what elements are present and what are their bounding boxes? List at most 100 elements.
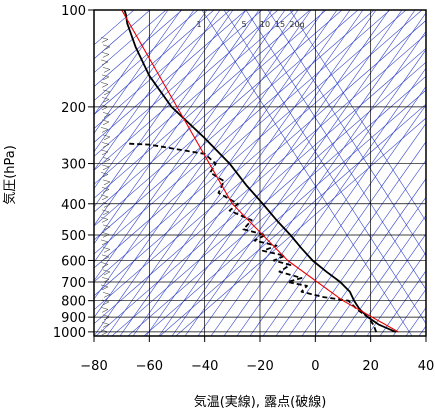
data-series [121,10,399,333]
reference-line [94,10,215,115]
y-tick-label: 200 [61,101,86,116]
wind-barb [101,209,110,216]
x-axis-label: 気温(実線), 露点(破線) [194,394,327,410]
reference-line [94,10,221,190]
reference-line [94,10,279,171]
reference-line [94,10,167,74]
wind-barb [101,164,110,171]
x-tick-label: 0 [311,359,319,374]
reference-line [94,10,247,143]
wind-barb [100,104,109,111]
reference-line [171,10,403,336]
reference-line [94,10,327,213]
wind-barb [102,202,111,208]
x-tick-label: 40 [418,359,435,374]
reference-line [94,10,312,319]
reference-line [175,117,426,336]
wind-barb [102,44,111,51]
reference-line [340,215,426,336]
reference-line [94,10,195,153]
reference-line [94,10,183,88]
reference-line [94,10,359,241]
wind-barb [101,322,110,328]
reference-line [289,10,426,222]
reference-line [288,141,426,336]
wind-barb [100,172,109,178]
y-tick-label: 300 [61,158,86,173]
wind-barb [100,239,109,246]
reference-line [197,12,426,336]
reference-line [94,10,375,255]
parcel-line [121,10,399,333]
reference-line [94,10,391,269]
reference-line [94,10,325,336]
reference-line [158,10,390,336]
grid-lines [94,10,426,336]
wind-barb [100,37,109,43]
y-tick-label: 100 [61,4,86,19]
wind-barbs [100,37,111,336]
reference-line [94,10,407,283]
reference-line [301,159,426,336]
wind-barb [100,284,109,291]
wind-barb [101,119,110,126]
reference-line [94,10,295,185]
wind-barb [101,277,110,283]
wind-barb [100,217,109,223]
wind-barb [102,89,111,96]
wind-barb [102,134,111,141]
reference-line [94,10,311,199]
x-tick-label: −80 [80,359,107,374]
x-tick-label: −20 [246,359,273,374]
wind-barb [102,112,111,118]
reference-line [94,20,426,311]
wind-barb [102,247,111,253]
mixing-ratio-label: 5 [241,20,246,29]
wind-barb [100,307,109,313]
wind-barb [102,157,111,163]
reference-line [94,10,273,263]
wind-barb [101,187,110,193]
wind-barb [100,127,109,133]
y-tick-label: 700 [61,276,86,291]
wind-barb [101,232,110,238]
reference-line [127,75,426,336]
wind-barb [100,262,109,268]
wind-barb [102,224,111,231]
mixing-ratio-label: 15 [275,20,285,29]
wind-barb [100,82,109,88]
y-tick-label: 400 [61,198,86,213]
wind-barb [101,52,110,58]
y-tick-label: 1000 [53,326,86,341]
reference-line [267,10,426,256]
reference-line [94,10,208,171]
mixing-ratio-label: 10 [260,20,270,29]
wind-barb [101,74,110,81]
wind-barb [100,149,109,156]
y-axis-label: 気圧(hPa) [2,145,18,205]
reference-line [111,61,426,336]
y-tick-label: 600 [61,254,86,269]
reference-line [145,10,377,336]
wind-barb [102,314,111,321]
wind-barb [100,59,109,66]
reference-line [405,307,426,336]
reference-line [94,10,199,102]
reference-line [159,103,426,336]
reference-line [262,104,426,336]
wind-barb [101,299,110,306]
wind-barb [102,67,111,73]
wind-barb [102,179,111,186]
reference-line [94,10,343,227]
wind-barb [102,269,111,276]
reference-line [94,10,260,245]
x-tick-label: −40 [191,359,218,374]
reference-line [132,10,364,336]
x-tick-label: 20 [362,359,379,374]
reference-line [143,89,426,336]
mixing-ratio-label: 1 [196,20,201,29]
temperature-line [123,10,396,333]
